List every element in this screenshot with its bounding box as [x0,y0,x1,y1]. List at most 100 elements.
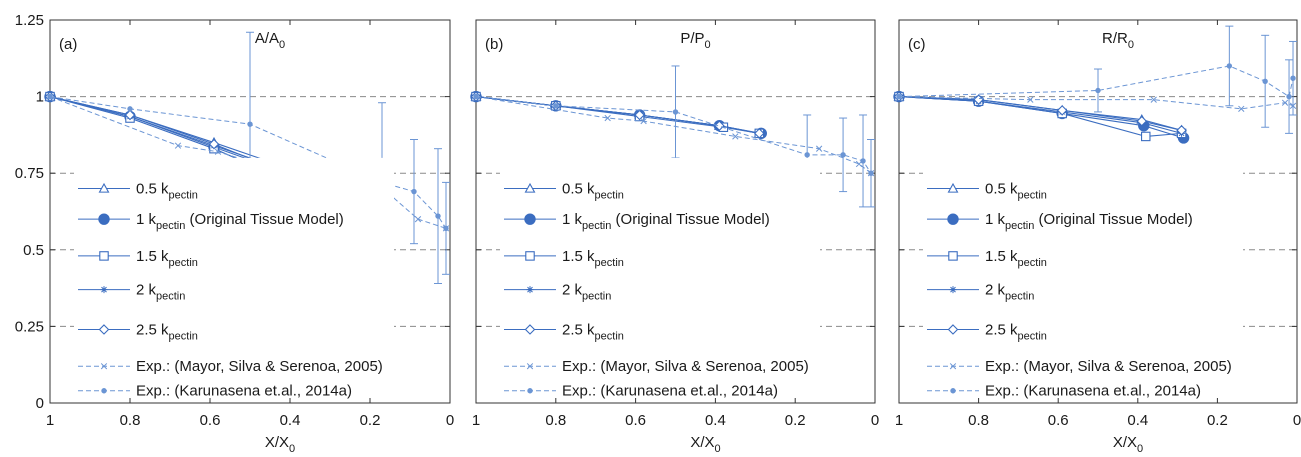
legend-label-main: 0.5 k [985,181,1018,198]
legend-label-main: Exp.: (Mayor, Silva & Serenoa, 2005) [562,358,809,375]
data-point [247,121,253,127]
panel-title: P/P0 [680,30,710,51]
legend-label-subscript: pectin [1018,190,1047,202]
legend-label-main: 2.5 k [562,321,595,338]
legend-label-main: Exp.: (Karunasena et.al., 2014a) [562,383,778,400]
data-point [804,152,810,158]
panel-title: R/R0 [1102,30,1134,51]
x-tick-label: 0.4 [280,412,301,429]
y-tick-label: 0.75 [15,165,44,182]
x-tick-label: 0.2 [1207,412,1228,429]
legend-label: Exp.: (Karunasena et.al., 2014a) [985,383,1201,400]
data-point [473,93,479,100]
legend-marker [101,388,107,394]
legend-label: 0.5 kpectin [562,181,624,202]
legend-item: Exp.: (Karunasena et.al., 2014a) [78,383,352,400]
legend-item: 2 kpectin [78,282,185,303]
legend-marker [949,286,957,294]
legend-box [923,157,1243,392]
legend-item: 1 kpectin (Original Tissue Model) [927,211,1193,232]
data-point [1226,63,1233,69]
legend-label-main: Exp.: (Karunasena et.al., 2014a) [985,383,1201,400]
legend-label: 2.5 kpectin [136,321,198,342]
data-point [414,216,422,223]
data-point [1141,131,1151,142]
legend-label-main: 1 k [136,211,157,228]
x-tick-label: 0 [446,412,454,429]
legend-label-subscript: pectin [1005,291,1034,303]
data-point [1238,105,1245,113]
data-point [1027,96,1034,103]
legend-label-main: 2.5 k [136,321,169,338]
legend-label: 2 kpectin [136,282,185,303]
y-tick-label: 1 [36,89,44,106]
panel-title-subscript: 0 [279,39,285,51]
legend-marker [947,324,959,335]
legend-label-subscript: pectin [582,220,611,232]
legend-label: 1 kpectin (Original Tissue Model) [985,211,1193,232]
legend-label-main: 1.5 k [562,248,595,265]
data-point [1176,125,1187,136]
x-tick-label: 0.8 [545,412,566,429]
data-point [124,109,136,121]
legend-item: 0.5 kpectin [78,181,198,202]
series-7 [473,65,876,208]
series-line [898,96,1182,137]
legend-label-subscript: pectin [156,220,185,232]
data-point [1290,75,1296,81]
legend-label-main: 2 k [562,282,583,299]
legend-item: 0.5 kpectin [504,181,624,202]
y-tick-label: 0.25 [15,318,44,335]
data-point [1095,87,1101,94]
legend-box [74,157,394,392]
legend-label-main: 1 k [985,211,1006,228]
legend-marker [949,363,957,370]
legend-label-main: 1.5 k [985,248,1018,265]
legend-label-subscript: pectin [595,190,624,202]
panel-label: (c) [908,36,926,53]
data-point [672,109,679,115]
panel-title-subscript: 0 [1128,39,1134,51]
x-tick-label: 0.6 [1048,412,1069,429]
data-point [443,225,449,232]
data-point [840,152,846,158]
panel-label: (b) [485,36,503,53]
legend-label: 0.5 kpectin [985,181,1047,202]
legend-item: Exp.: (Mayor, Silva & Serenoa, 2005) [927,358,1232,375]
x-axis-label-subscript: 0 [289,443,295,455]
data-point [815,145,823,152]
legend-label-suffix: (Original Tissue Model) [611,211,769,228]
x-tick-label: 0.4 [1127,412,1148,429]
legend-label: 1.5 kpectin [136,248,198,269]
legend-item: Exp.: (Mayor, Silva & Serenoa, 2005) [504,358,809,375]
data-point [1056,105,1068,116]
data-point [604,114,611,122]
legend-label-suffix: (Original Tissue Model) [185,211,343,228]
data-point [754,128,765,139]
data-point [868,170,874,176]
legend-label: 1.5 kpectin [985,248,1047,269]
series-7 [896,25,1298,134]
data-point [127,106,133,112]
legend-label: Exp.: (Mayor, Silva & Serenoa, 2005) [562,358,809,375]
x-axis-label: X/X0 [1113,434,1143,455]
legend-label-subscript: pectin [1005,220,1034,232]
x-tick-label: 1 [472,412,480,429]
panel-title-main: R/R [1102,30,1128,47]
data-point [411,188,417,195]
x-axis-label-main: X/X [265,434,289,451]
legend-label-subscript: pectin [582,291,611,303]
legend-label: 2 kpectin [985,282,1034,303]
legend-item: 1.5 kpectin [78,248,198,269]
legend-item: 2 kpectin [927,282,1034,303]
x-tick-label: 0 [871,412,879,429]
legend-label-subscript: pectin [595,257,624,269]
legend-label: 1 kpectin (Original Tissue Model) [136,211,344,232]
data-point [714,120,725,131]
legend-marker [525,251,535,261]
legend-item: 2.5 kpectin [927,321,1047,342]
data-point [1136,115,1148,127]
